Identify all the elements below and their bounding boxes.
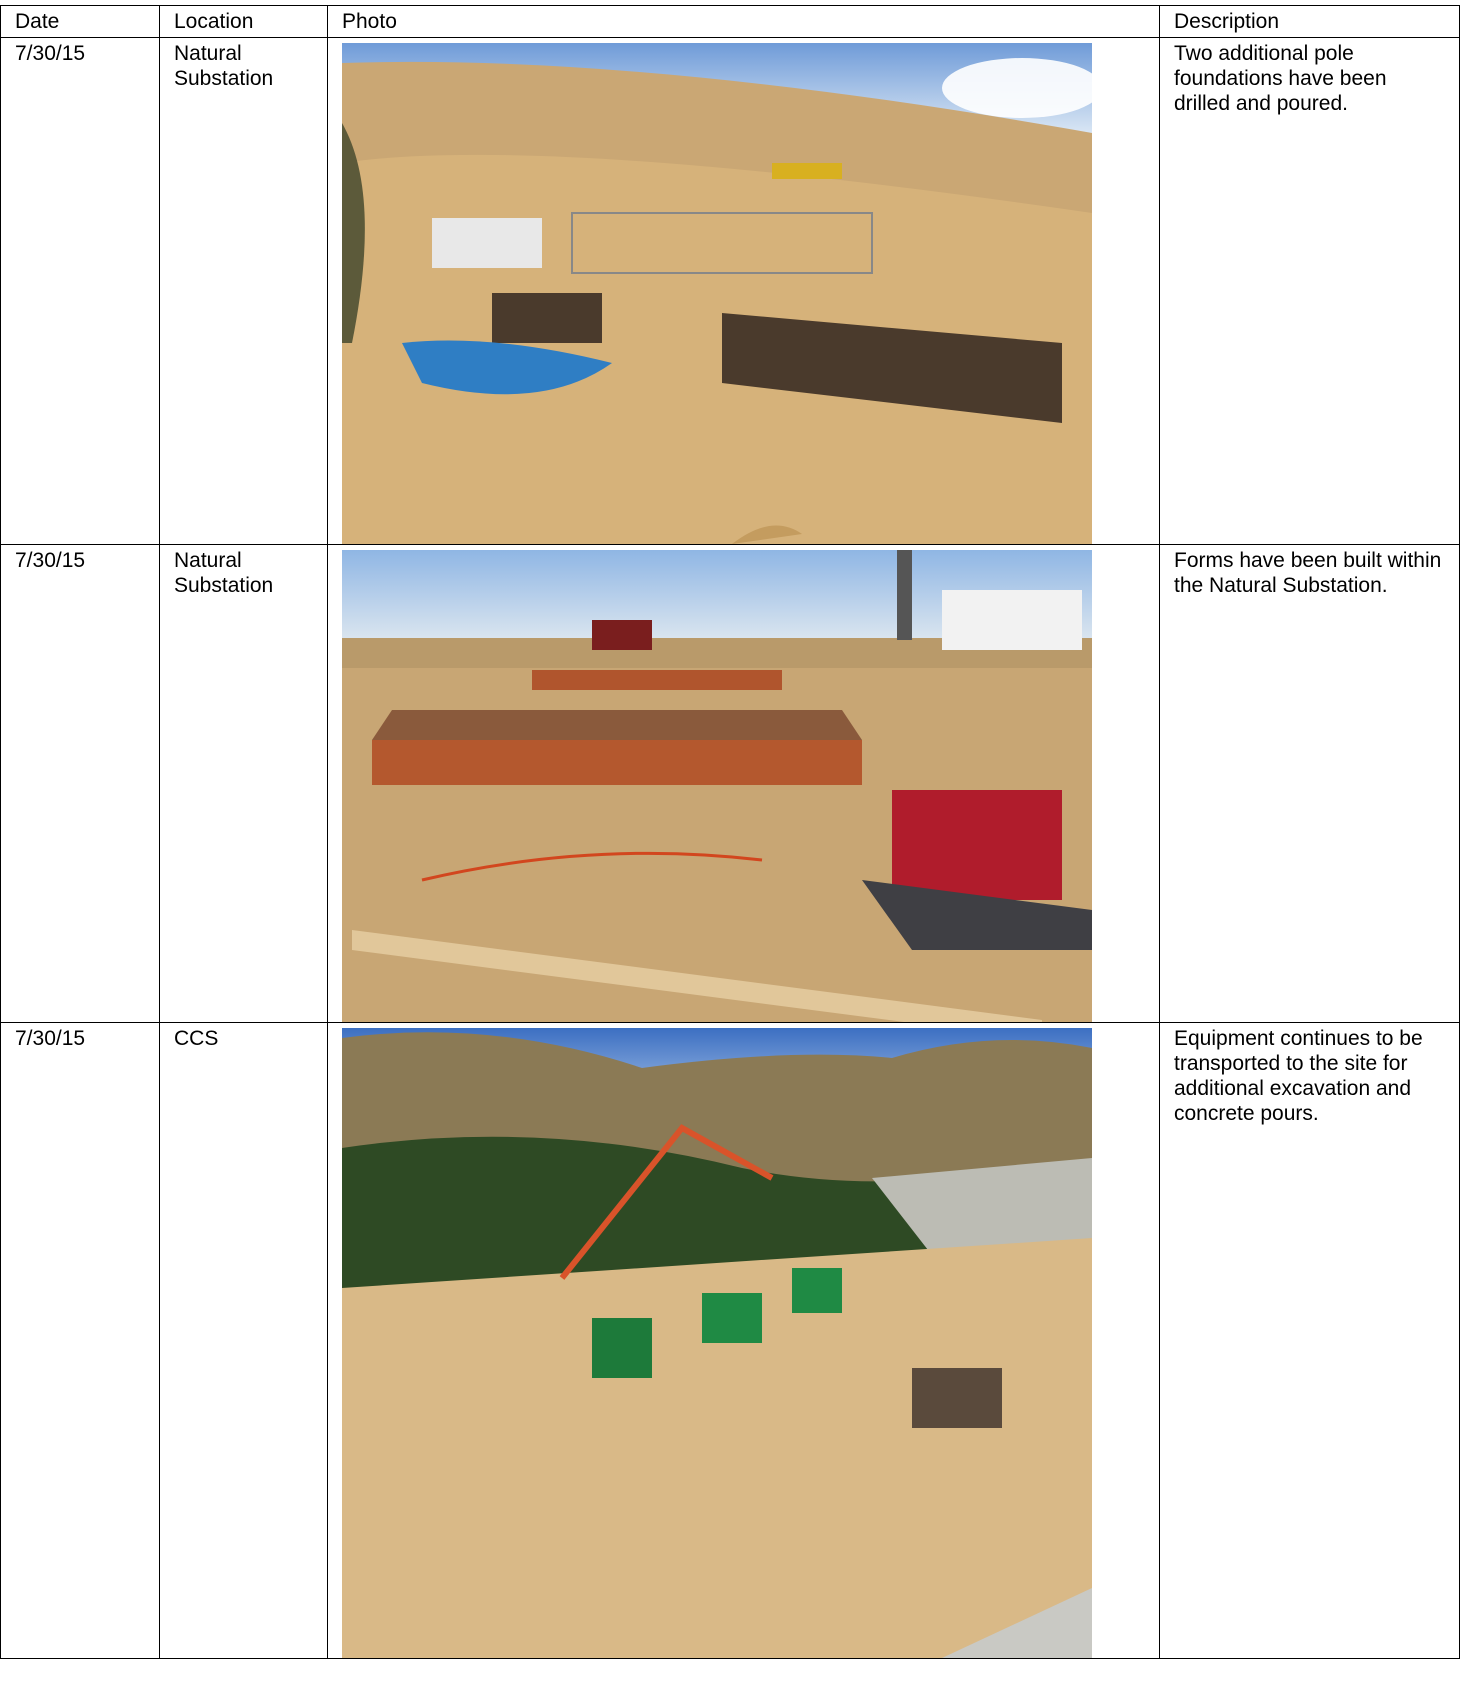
date-cell: 7/30/15 <box>0 1022 160 1659</box>
location-cell: CCS <box>159 1022 328 1659</box>
description-cell: Two additional pole foundations have bee… <box>1159 37 1460 545</box>
table-row: 7/30/15 Natural Substation Forms have bee… <box>0 544 1460 1023</box>
column-header: Date <box>0 5 160 38</box>
photo-cell <box>327 544 1160 1023</box>
site-photo <box>342 43 1092 544</box>
site-photo <box>342 550 1092 1022</box>
location-cell: Natural Substation <box>159 544 328 1023</box>
description-cell: Equipment continues to be transported to… <box>1159 1022 1460 1659</box>
photo-log-table: Date Location Photo Description 7/30/15 Natu… <box>0 5 1460 1659</box>
table-row: 7/30/15 Natural Substation Two additional… <box>0 37 1460 545</box>
date-cell: 7/30/15 <box>0 37 160 545</box>
location-cell: Natural Substation <box>159 37 328 545</box>
column-header: Photo <box>327 5 1160 38</box>
photo-cell <box>327 1022 1160 1659</box>
photo-cell <box>327 37 1160 545</box>
table-row: 7/30/15 CCS Equipment continues to be tra… <box>0 1022 1460 1659</box>
description-cell: Forms have been built within the Natural… <box>1159 544 1460 1023</box>
site-photo <box>342 1028 1092 1658</box>
header-row: Date Location Photo Description <box>0 5 1460 38</box>
column-header: Description <box>1159 5 1460 38</box>
column-header: Location <box>159 5 328 38</box>
date-cell: 7/30/15 <box>0 544 160 1023</box>
